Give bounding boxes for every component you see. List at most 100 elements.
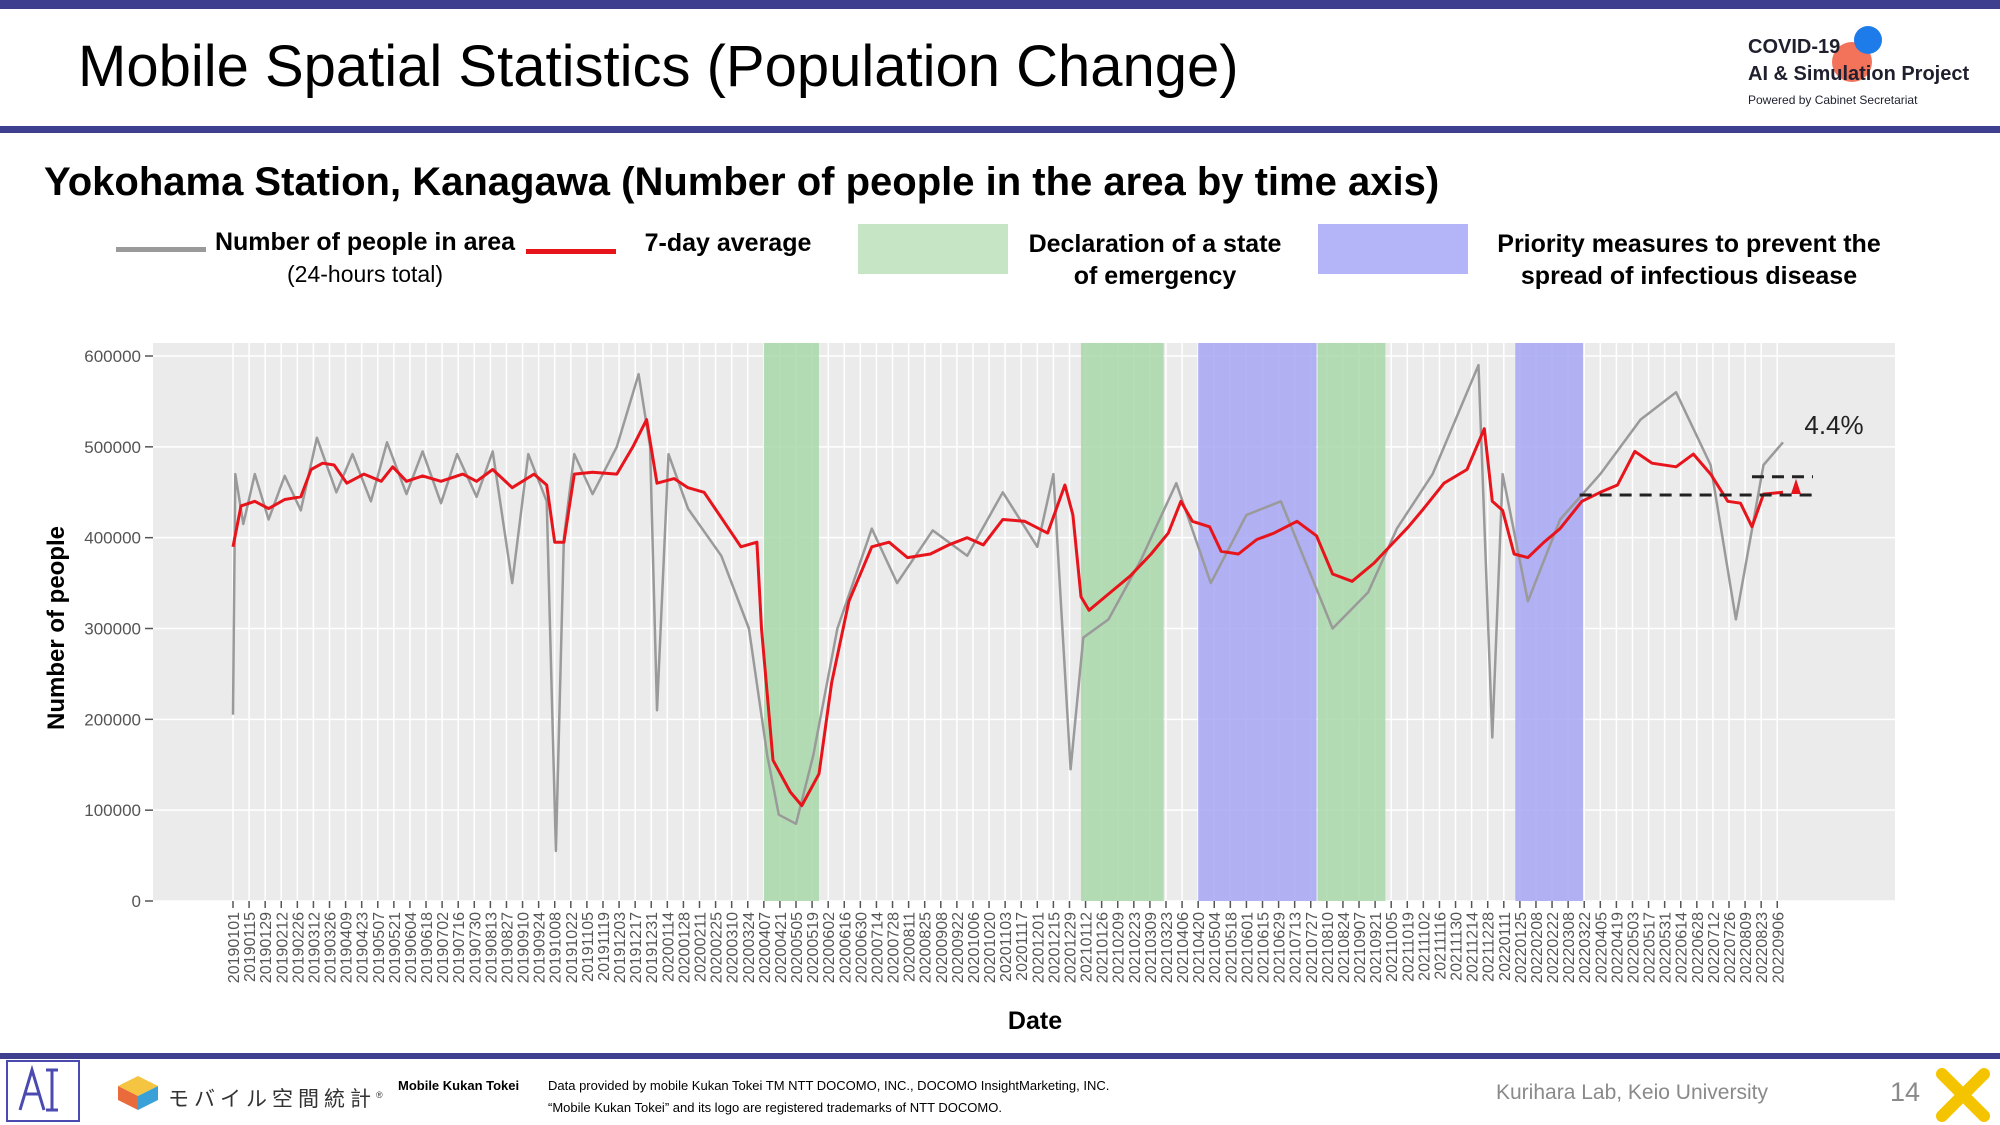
emergency-period	[763, 343, 819, 901]
x-axis: 20190101 20190115 20190129 20190212 20190226…	[226, 901, 1787, 983]
x-tick-label: 20191105	[580, 912, 597, 982]
x-tick-label: 20210309	[1143, 912, 1160, 983]
x-tick-label: 20210921	[1368, 912, 1385, 983]
legend-avg-swatch	[526, 249, 616, 254]
x-tick-label: 20200211	[692, 912, 709, 982]
x-tick-label: 20200922	[950, 912, 967, 983]
reference-lines	[1579, 475, 1813, 497]
y-tick-label: 400000	[84, 529, 141, 548]
x-tick-label: 20200324	[741, 912, 758, 983]
x-tick-label: 20190312	[306, 912, 323, 983]
legend-priority-line1: Priority measures to prevent the	[1497, 230, 1881, 258]
x-tick-label: 20210420	[1191, 912, 1208, 983]
legend-daily-label: Number of people in area (24-hours total…	[210, 226, 520, 290]
y-tick-label: 600000	[84, 347, 141, 366]
x-axis-label: Date	[1008, 1007, 1062, 1035]
legend-emergency-swatch	[858, 224, 1008, 274]
priority-period	[1198, 343, 1317, 901]
x-tick-label: 20210615	[1256, 912, 1273, 983]
x-tick-label: 20190827	[499, 912, 516, 983]
x-tick-label: 20220531	[1658, 912, 1675, 983]
x-tick-label: 20201229	[1062, 912, 1079, 983]
x-tick-label: 20190924	[532, 912, 549, 983]
x-tick-label: 20201006	[966, 912, 983, 983]
x-tick-label: 20211005	[1384, 912, 1401, 982]
x-tick-label: 20220906	[1770, 912, 1787, 983]
legend-emergency-line2: of emergency	[1073, 262, 1237, 290]
x-tick-label: 20201103	[998, 912, 1015, 982]
x-tick-label: 20210601	[1239, 912, 1256, 983]
priority-period	[1515, 343, 1584, 901]
x-tick-label: 20200114	[660, 912, 677, 982]
brand-line2: AI & Simulation Project	[1748, 63, 1970, 85]
x-tick-label: 20210629	[1272, 912, 1289, 983]
emergency-period	[1317, 343, 1386, 901]
x-tick-label: 20220419	[1609, 912, 1626, 983]
x-tick-label: 20190129	[258, 912, 275, 983]
x-tick-label: 20200728	[886, 912, 903, 983]
shaded-periods	[763, 343, 1584, 901]
x-tick-label: 20220322	[1577, 912, 1594, 983]
y-tick-label: 500000	[84, 438, 141, 457]
x-tick-label: 20200811	[902, 912, 919, 982]
page-number: 14	[1890, 1077, 1921, 1107]
x-tick-label: 20190604	[403, 912, 420, 983]
x-tick-label: 20220208	[1529, 912, 1546, 983]
x-tick-label: 20220726	[1722, 912, 1739, 983]
x-tick-label: 20190618	[419, 912, 436, 983]
change-arrow	[1791, 478, 1801, 494]
x-tick-label: 20210223	[1127, 912, 1144, 983]
x-tick-label: 20190813	[483, 912, 500, 983]
x-tick-label: 20210126	[1095, 912, 1112, 983]
x-tick-label: 20220405	[1593, 912, 1610, 983]
footer-product: Mobile Kukan Tokei	[398, 1078, 520, 1093]
lab-name: Kurihara Lab, Keio University	[1496, 1081, 1768, 1104]
x-tick-label: 20220614	[1674, 912, 1691, 983]
y-axis-label: Number of people	[43, 526, 70, 730]
x-tick-label: 20210323	[1159, 912, 1176, 983]
x-tick-label: 20211228	[1481, 912, 1498, 982]
x-tick-label: 20210504	[1207, 912, 1224, 983]
page-title: Mobile Spatial Statistics (Population Ch…	[78, 34, 1239, 99]
x-tick-label: 20220517	[1642, 912, 1659, 983]
x-tick-label: 20190212	[274, 912, 291, 983]
x-tick-label: 20210824	[1336, 912, 1353, 983]
legend-daily-line2: (24-hours total)	[287, 261, 443, 287]
top-accent-bar	[0, 0, 2000, 9]
x-tick-label: 20200225	[709, 912, 726, 983]
x-tick-label: 20190910	[516, 912, 533, 983]
x-tick-label: 20210713	[1288, 912, 1305, 983]
x-tick-label: 20210727	[1304, 912, 1321, 983]
x-tick-label: 20190702	[435, 912, 452, 983]
title-divider-bar	[0, 126, 2000, 133]
daily-series-line	[231, 363, 1784, 853]
x-tick-label: 20210907	[1352, 912, 1369, 983]
x-tick-label: 20191203	[612, 912, 629, 983]
x-tick-label: 20211019	[1400, 912, 1417, 982]
legend-priority-swatch	[1318, 224, 1468, 274]
x-tick-label: 20201215	[1046, 912, 1063, 983]
x-brand-icon	[1936, 1068, 1990, 1122]
legend-emergency-label: Declaration of a state of emergency	[1010, 228, 1300, 292]
x-tick-label: 20210810	[1320, 912, 1337, 983]
x-tick-label: 20190423	[355, 912, 372, 983]
footer-logo-text: モバイル空間統計®	[168, 1083, 383, 1113]
y-tick-label: 100000	[84, 801, 141, 820]
x-tick-label: 20200630	[853, 912, 870, 983]
x-tick-label: 20220125	[1513, 912, 1530, 983]
footer-logo-mark: ®	[376, 1090, 383, 1100]
x-tick-label: 20190730	[467, 912, 484, 983]
footer-logo-name: モバイル空間統計	[168, 1088, 376, 1111]
chart-subtitle: Yokohama Station, Kanagawa (Number of pe…	[44, 160, 1440, 204]
legend-priority-label: Priority measures to prevent the spread …	[1474, 228, 1904, 292]
x-tick-label: 20191231	[644, 912, 661, 983]
keio-lab-logo-icon	[6, 1060, 80, 1122]
x-tick-label: 20201020	[982, 912, 999, 983]
change-annotation: 4.4%	[1804, 410, 1863, 440]
avg-series-line	[231, 418, 1784, 808]
x-tick-label: 20190101	[226, 912, 243, 983]
x-tick-label: 20220628	[1690, 912, 1707, 983]
legend-priority-line2: spread of infectious disease	[1520, 262, 1858, 290]
x-tick-label: 20190326	[323, 912, 340, 983]
